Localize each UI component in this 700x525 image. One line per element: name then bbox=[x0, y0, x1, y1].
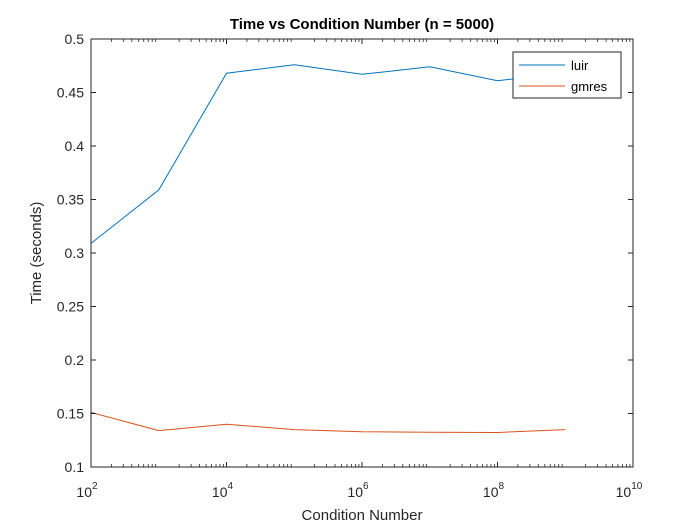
chart-title: Time vs Condition Number (n = 5000) bbox=[230, 16, 494, 33]
x-tick-base: 10 bbox=[212, 484, 228, 500]
x-tick-base: 10 bbox=[483, 484, 499, 500]
x-tick-base: 10 bbox=[347, 484, 363, 500]
y-tick-label: 0.4 bbox=[65, 138, 85, 154]
y-tick-label: 0.15 bbox=[57, 406, 84, 422]
legend: luir gmres bbox=[512, 51, 622, 99]
x-tick-label: 108 bbox=[483, 481, 505, 500]
y-axis-label: Time (seconds) bbox=[28, 202, 45, 305]
y-tick-label: 0.45 bbox=[57, 85, 84, 101]
x-tick-exponent: 10 bbox=[631, 481, 643, 492]
x-axis-label: Condition Number bbox=[302, 507, 423, 524]
x-tick-exponent: 6 bbox=[363, 481, 369, 492]
legend-box bbox=[512, 51, 622, 99]
x-tick-base: 10 bbox=[616, 484, 632, 500]
series-line-gmres bbox=[90, 411, 566, 434]
y-tick-label: 0.5 bbox=[65, 31, 85, 47]
x-tick-label: 104 bbox=[212, 481, 234, 500]
x-tick-label: 106 bbox=[347, 481, 369, 500]
series-line-luir bbox=[90, 64, 566, 244]
x-tick-exponent: 2 bbox=[92, 481, 98, 492]
legend-label-luir: luir bbox=[571, 58, 589, 73]
x-tick-exponent: 4 bbox=[228, 481, 234, 492]
series-layer bbox=[90, 64, 566, 434]
y-tick-label: 0.3 bbox=[65, 245, 85, 261]
y-tick-label: 0.1 bbox=[65, 459, 85, 475]
y-tick-label: 0.2 bbox=[65, 352, 85, 368]
x-tick-label: 1010 bbox=[616, 481, 643, 500]
y-tick-label: 0.35 bbox=[57, 192, 84, 208]
x-tick-base: 10 bbox=[76, 484, 92, 500]
plot-area bbox=[91, 39, 633, 467]
y-tick-label: 0.25 bbox=[57, 299, 84, 315]
x-tick-exponent: 8 bbox=[499, 481, 505, 492]
x-tick-label: 102 bbox=[76, 481, 98, 500]
legend-label-gmres: gmres bbox=[571, 79, 608, 94]
